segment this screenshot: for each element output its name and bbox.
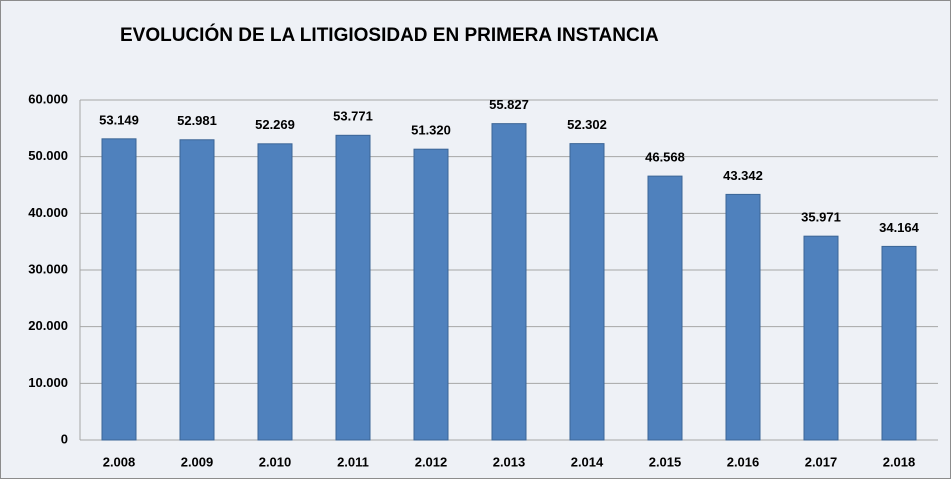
y-tick-label: 30.000 — [28, 261, 68, 276]
data-label: 52.269 — [255, 117, 295, 132]
bar — [179, 139, 215, 441]
x-tick-label: 2.008 — [103, 454, 136, 469]
x-tick-label: 2.014 — [571, 454, 604, 469]
data-label: 43.342 — [723, 168, 763, 183]
y-tick-label: 50.000 — [28, 148, 68, 163]
bar — [413, 148, 449, 441]
bar — [569, 143, 605, 441]
x-tick-label: 2.012 — [415, 454, 448, 469]
bar — [803, 235, 839, 441]
x-tick-label: 2.016 — [727, 454, 760, 469]
bar — [101, 138, 137, 441]
bar — [881, 245, 917, 441]
data-label: 34.164 — [879, 220, 920, 235]
data-label: 51.320 — [411, 123, 451, 138]
bar — [257, 143, 293, 441]
y-tick-label: 40.000 — [28, 205, 68, 220]
bar — [335, 134, 371, 441]
bar — [725, 193, 761, 441]
data-label: 55.827 — [489, 97, 529, 112]
x-tick-label: 2.011 — [337, 454, 369, 469]
data-label: 53.149 — [99, 112, 139, 127]
y-tick-label: 10.000 — [28, 375, 68, 390]
chart-title: EVOLUCIÓN DE LA LITIGIOSIDAD EN PRIMERA … — [120, 24, 659, 46]
x-tick-label: 2.013 — [493, 454, 526, 469]
data-label: 52.981 — [177, 113, 217, 128]
y-tick-label: 20.000 — [28, 318, 68, 333]
x-tick-label: 2.015 — [649, 454, 682, 469]
data-label: 53.771 — [333, 109, 373, 124]
bar — [647, 175, 683, 441]
bar — [491, 123, 527, 441]
x-tick-label: 2.017 — [805, 454, 838, 469]
data-label: 35.971 — [801, 210, 841, 225]
data-label: 52.302 — [567, 117, 607, 132]
y-tick-label: 0 — [61, 431, 68, 446]
y-tick-label: 60.000 — [28, 91, 68, 106]
x-tick-label: 2.010 — [259, 454, 292, 469]
x-tick-label: 2.018 — [883, 454, 916, 469]
x-tick-label: 2.009 — [181, 454, 214, 469]
data-label: 46.568 — [645, 150, 685, 165]
